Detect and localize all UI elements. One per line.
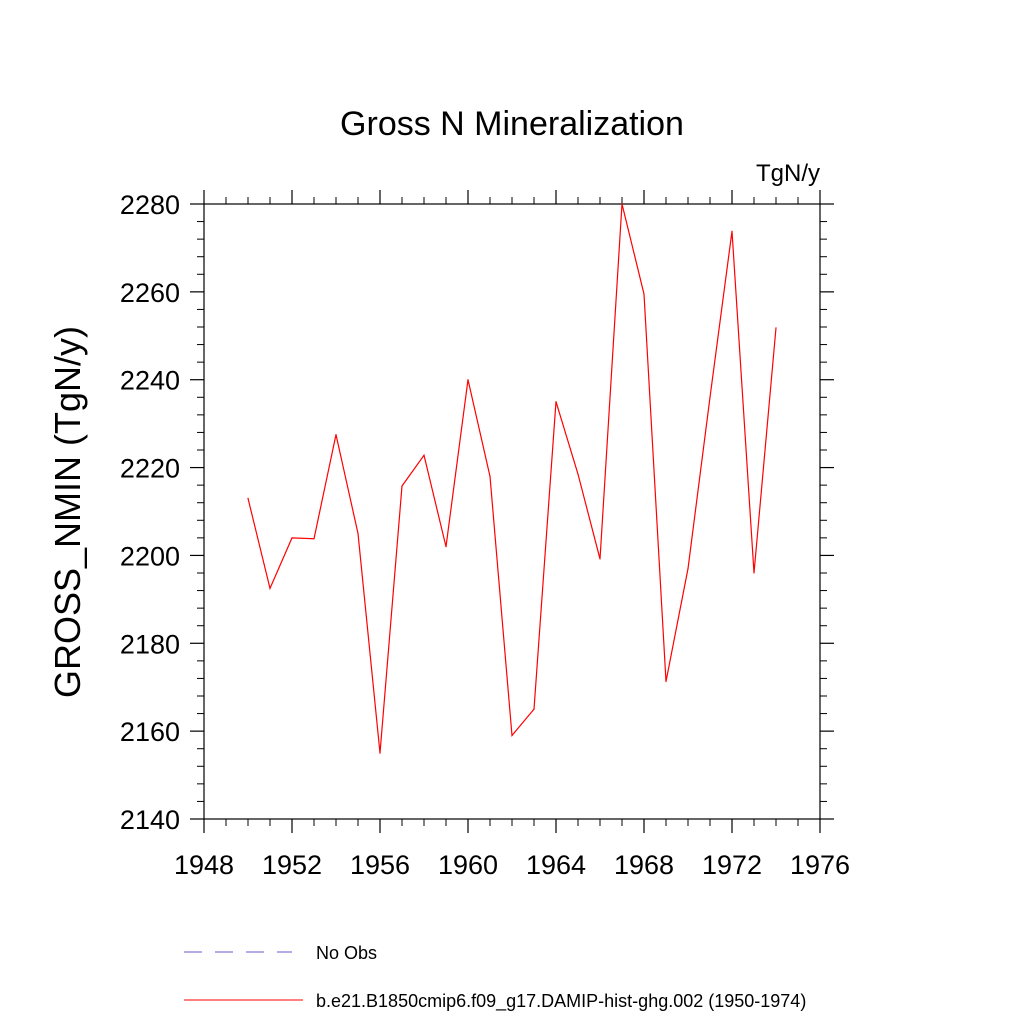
data-point bbox=[599, 558, 601, 560]
data-point bbox=[445, 546, 447, 548]
units-label: TgN/y bbox=[756, 160, 820, 187]
data-point bbox=[379, 752, 381, 754]
x-tick-label: 1960 bbox=[438, 850, 498, 880]
data-point bbox=[731, 230, 733, 232]
data-point bbox=[467, 379, 469, 381]
series-line-0 bbox=[247, 203, 777, 754]
data-point bbox=[401, 485, 403, 487]
data-point bbox=[687, 568, 689, 570]
data-point bbox=[269, 587, 271, 589]
data-point bbox=[555, 401, 557, 403]
y-tick-label: 2180 bbox=[120, 629, 180, 659]
data-point bbox=[247, 497, 249, 499]
y-tick-label: 2160 bbox=[120, 717, 180, 747]
data-point bbox=[291, 537, 293, 539]
x-tick-label: 1976 bbox=[790, 850, 850, 880]
data-point bbox=[489, 475, 491, 477]
x-tick-label: 1956 bbox=[350, 850, 410, 880]
data-point bbox=[335, 434, 337, 436]
data-point bbox=[577, 473, 579, 475]
x-tick-labels: 1948 1952 1956 1960 1964 1968 1972 1976 bbox=[174, 850, 850, 880]
data-point bbox=[621, 203, 623, 205]
y-axis-label: GROSS_NMIN (TgN/y) bbox=[47, 326, 88, 698]
y-tick-label: 2260 bbox=[120, 278, 180, 308]
x-tick-label: 1964 bbox=[526, 850, 586, 880]
data-point bbox=[423, 454, 425, 456]
data-point bbox=[357, 532, 359, 535]
y-tick-labels: 2140 2160 2180 2200 2220 2240 2260 2280 bbox=[120, 190, 180, 835]
data-point bbox=[533, 708, 535, 710]
data-point bbox=[753, 572, 755, 574]
x-tick-label: 1948 bbox=[174, 850, 234, 880]
legend-label-1: b.e21.B1850cmip6.f09_g17.DAMIP-hist-ghg.… bbox=[316, 991, 806, 1012]
chart-title: Gross N Mineralization bbox=[340, 105, 684, 143]
plot-frame bbox=[203, 203, 821, 820]
data-point bbox=[665, 680, 667, 683]
y-tick-label: 2200 bbox=[120, 541, 180, 571]
series-group bbox=[247, 203, 777, 754]
data-point bbox=[511, 734, 513, 737]
legend: No Obs b.e21.B1850cmip6.f09_g17.DAMIP-his… bbox=[184, 943, 806, 1012]
y-tick-label: 2140 bbox=[120, 805, 180, 835]
data-point bbox=[775, 327, 777, 329]
y-tick-label: 2280 bbox=[120, 190, 180, 220]
y-tick-label: 2240 bbox=[120, 366, 180, 396]
x-tick-label: 1952 bbox=[262, 850, 322, 880]
x-tick-label: 1968 bbox=[614, 850, 674, 880]
data-point bbox=[709, 396, 711, 398]
legend-label-0: No Obs bbox=[316, 943, 377, 963]
data-point bbox=[313, 538, 315, 540]
y-tick-label: 2220 bbox=[120, 454, 180, 484]
axis-ticks bbox=[190, 190, 834, 833]
data-point bbox=[643, 293, 645, 295]
x-tick-label: 1972 bbox=[702, 850, 762, 880]
